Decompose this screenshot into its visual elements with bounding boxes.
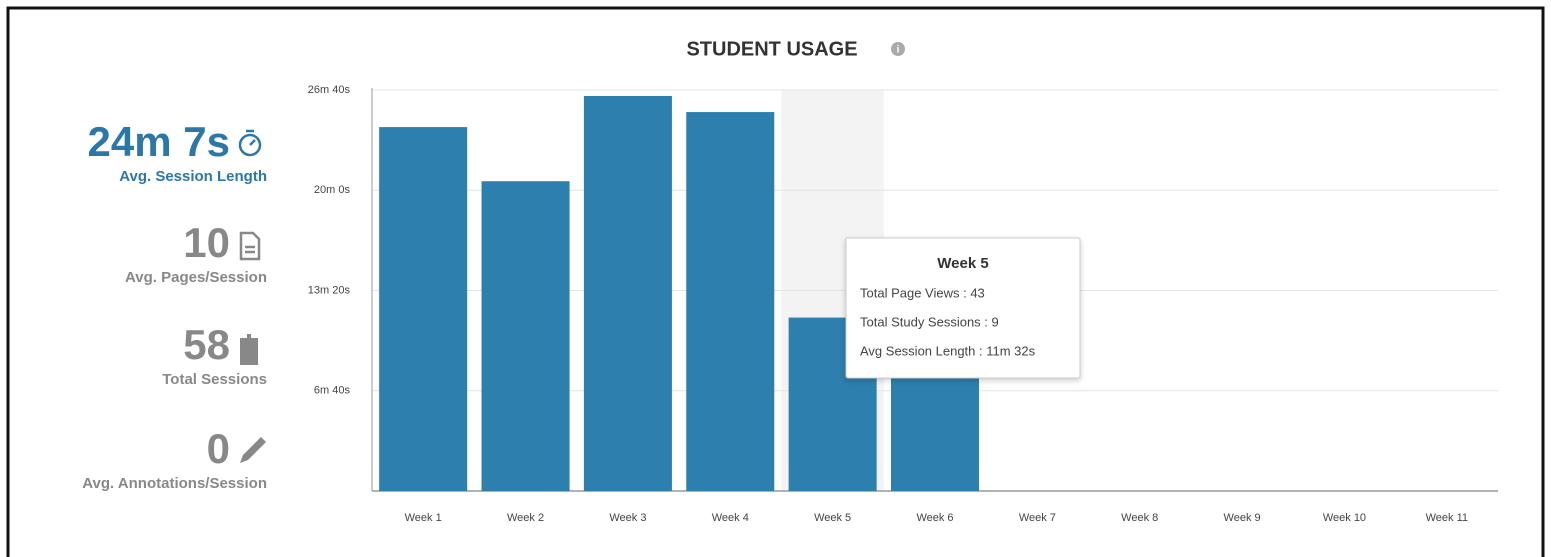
tooltip-line: Avg Session Length : 11m 32s [860, 343, 1036, 358]
y-tick-label: 26m 40s [308, 84, 351, 96]
x-tick-label: Week 10 [1323, 512, 1366, 524]
tooltip-box [845, 237, 1081, 379]
stat-label: Avg. Annotations/Session [82, 475, 267, 492]
stat-value: 10 [183, 219, 230, 266]
x-tick-label: Week 7 [1019, 512, 1056, 524]
x-tick-label: Week 3 [609, 512, 646, 524]
tooltip-line: Total Page Views : 43 [860, 285, 985, 300]
x-tick-label: Week 11 [1426, 512, 1468, 524]
tooltip: Week 5 Total Page Views : 43 Total Study S… [845, 237, 1081, 379]
info-icon-glyph: i [897, 45, 900, 56]
bar [481, 181, 570, 492]
stat-value: 0 [207, 425, 230, 472]
x-tick-label: Week 5 [814, 512, 851, 524]
x-tick-label: Week 2 [507, 512, 544, 524]
page-icon [239, 231, 261, 261]
tooltip-line: Total Study Sessions : 9 [860, 314, 999, 329]
bar [890, 359, 980, 491]
stat-value: 58 [183, 321, 230, 368]
x-tick-label: Week 6 [916, 512, 953, 524]
timer-icon [238, 129, 262, 157]
frame [6, 6, 1545, 557]
stat-label: Avg. Pages/Session [125, 269, 267, 286]
y-tick-label: 20m 0s [314, 184, 351, 196]
y-tick-label: 6m 40s [314, 385, 351, 397]
info-icon[interactable] [891, 42, 905, 56]
x-tick-label: Week 8 [1121, 512, 1158, 524]
chart-title: STUDENT USAGE [686, 38, 857, 60]
bar [583, 96, 672, 491]
bar [686, 112, 775, 492]
x-tick-label: Week 4 [712, 512, 749, 524]
stat-label: Avg. Session Length [119, 168, 267, 185]
y-tick-label: 13m 20s [308, 284, 351, 296]
stat-label: Total Sessions [162, 371, 267, 388]
pencil-icon [240, 437, 266, 463]
tooltip-title: Week 5 [937, 255, 988, 272]
bar [379, 127, 468, 491]
stat-value: 24m 7s [88, 118, 230, 165]
x-tick-label: Week 9 [1224, 512, 1261, 524]
x-tick-label: Week 1 [405, 512, 442, 524]
marks-layer: Week 1 Week 2 Week 3 Week 4 Week 5 Week 6 Week… [379, 96, 1468, 524]
stats: 24m 7s Avg. Session Length 10 Avg. Pages/Se… [82, 118, 267, 492]
sessions-icon [240, 334, 258, 365]
